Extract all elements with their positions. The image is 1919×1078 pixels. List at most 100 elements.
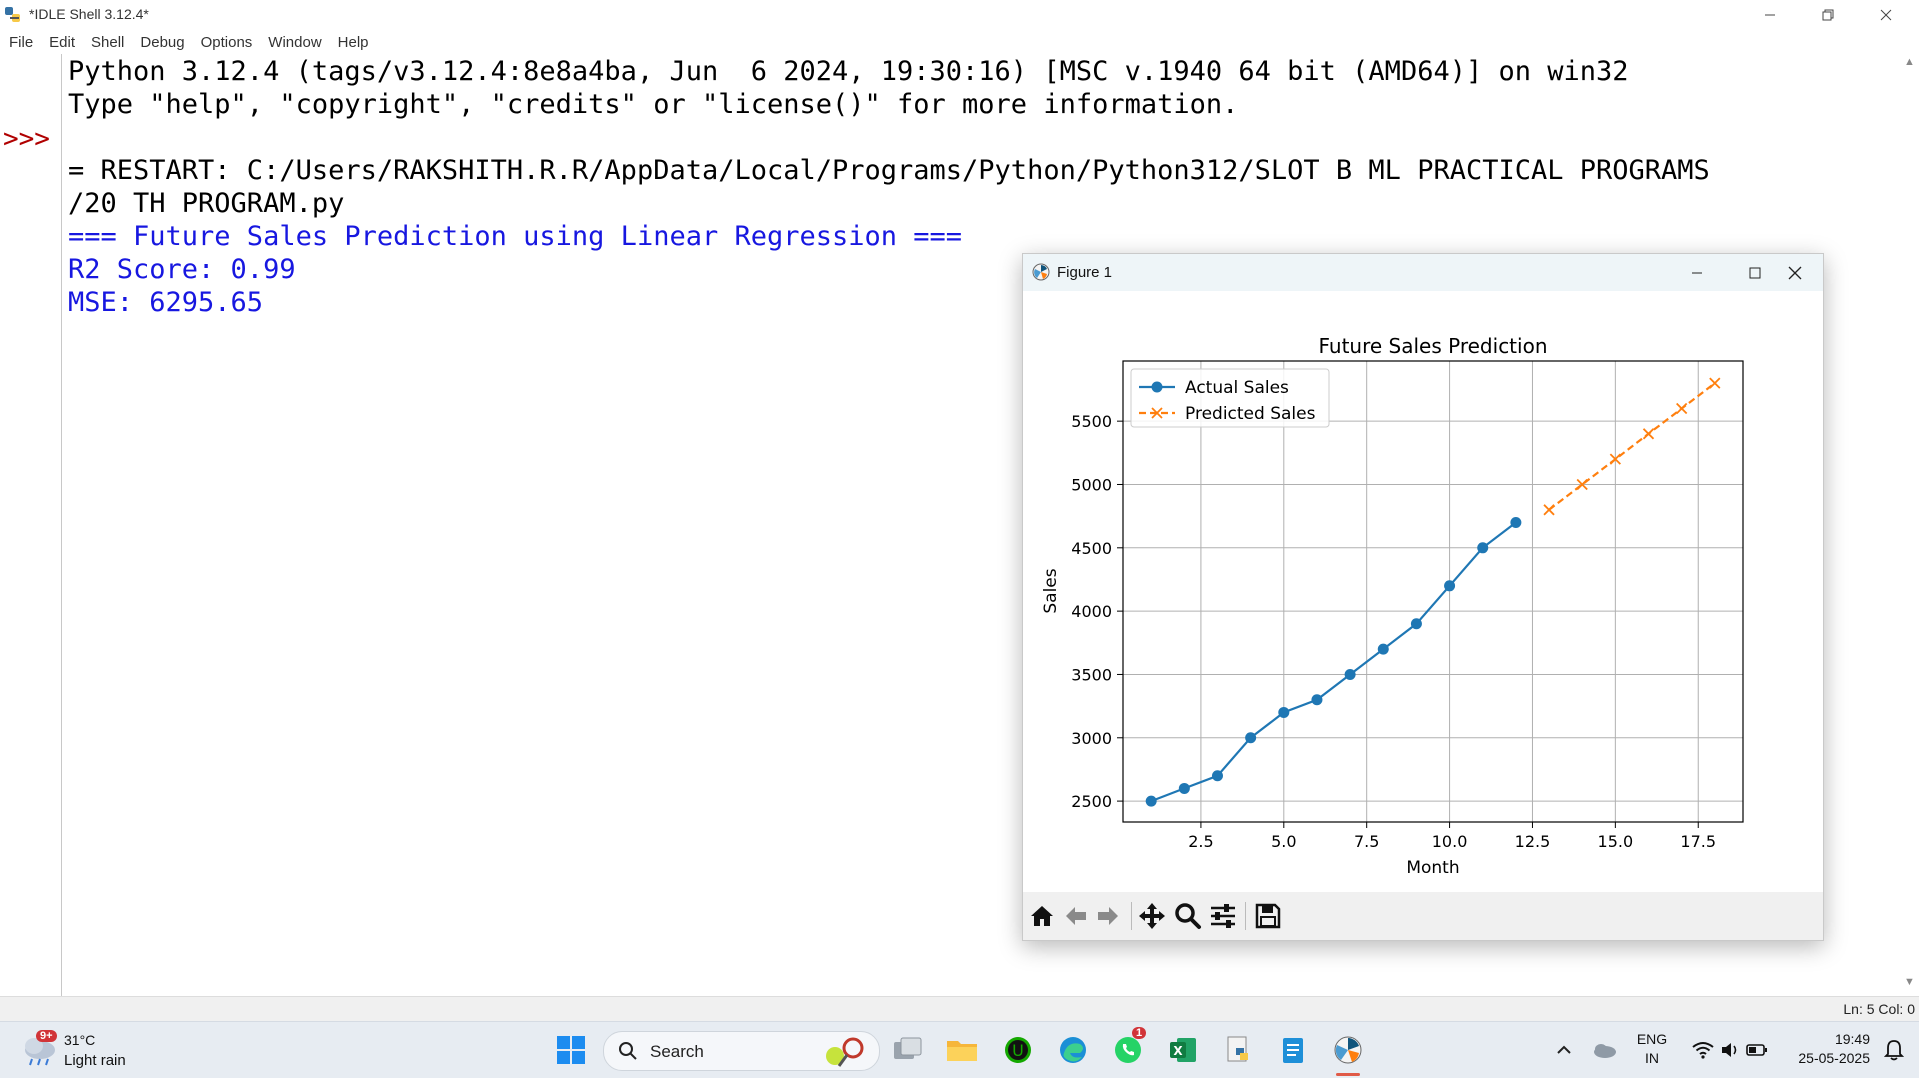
- menu-edit[interactable]: Edit: [49, 34, 76, 51]
- x-tick-label: 2.5: [1188, 832, 1213, 851]
- legend-actual-marker: [1151, 381, 1163, 393]
- predicted-marker-stroke: [1642, 428, 1655, 440]
- notifications-button[interactable]: [1876, 1032, 1912, 1068]
- python-file-button[interactable]: [1220, 1032, 1256, 1068]
- predicted-sales-point: [1576, 478, 1588, 491]
- save-button[interactable]: [1253, 901, 1283, 931]
- language-indicator[interactable]: ENG IN: [1628, 1030, 1676, 1072]
- figure-window[interactable]: Figure 1 2.5 5.0 7.5 10.0 12.5 15.0 17.5 2500 3…: [1022, 253, 1824, 941]
- actual-sales-point: [1245, 732, 1257, 744]
- predicted-sales-line: [1548, 382, 1716, 511]
- predicted-sales-point: [1642, 428, 1655, 440]
- figure-minimize-button[interactable]: [1669, 254, 1725, 291]
- minimize-button[interactable]: [1742, 0, 1798, 29]
- forward-button[interactable]: [1093, 901, 1123, 931]
- taskbar: 9+ 31°C Light rain Search U 1 X: [0, 1021, 1919, 1078]
- excel-icon: X: [1170, 1038, 1196, 1062]
- whatsapp-button[interactable]: 1: [1110, 1027, 1147, 1068]
- actual-sales-point: [1278, 706, 1290, 718]
- active-app-indicator: [1336, 1073, 1360, 1076]
- figure-title: Figure 1: [1057, 264, 1113, 281]
- scroll-up-icon[interactable]: ▲: [1904, 56, 1915, 68]
- start-button[interactable]: [553, 1032, 589, 1068]
- svg-text:U: U: [1012, 1041, 1024, 1060]
- zoom-button[interactable]: [1173, 901, 1203, 931]
- x-tick-label: 7.5: [1354, 832, 1379, 851]
- clock[interactable]: 19:49 25-05-2025: [1782, 1030, 1874, 1072]
- menu-options[interactable]: Options: [200, 34, 253, 51]
- menu-bar: File Edit Shell Debug Options Window Hel…: [0, 30, 1919, 53]
- taskbar-search-box[interactable]: Search: [603, 1031, 880, 1071]
- x-axis-label: Month: [1406, 858, 1459, 878]
- legend-predicted-label: Predicted Sales: [1185, 404, 1316, 424]
- upwork-icon: U: [1005, 1037, 1031, 1063]
- x-tick-label: 5.0: [1271, 832, 1296, 851]
- figure-maximize-button[interactable]: [1727, 254, 1783, 291]
- pan-button[interactable]: [1137, 901, 1167, 931]
- shell-line-restart-cont: /20 TH PROGRAM.py: [68, 188, 345, 219]
- sales-chart[interactable]: 2.5 5.0 7.5 10.0 12.5 15.0 17.5 2500 3000 3500 40…: [1023, 291, 1823, 892]
- y-tick-label: 4000: [1071, 602, 1112, 621]
- clock-time: 19:49: [1834, 1031, 1870, 1047]
- figure-close-button[interactable]: [1767, 254, 1823, 291]
- actual-sales-point: [1510, 516, 1522, 528]
- actual-sales-point: [1477, 542, 1489, 554]
- close-icon: [1880, 9, 1892, 20]
- language-code: ENG: [1636, 1031, 1668, 1047]
- shell-line-r2: R2 Score: 0.99: [68, 254, 296, 285]
- y-tick-label: 3500: [1071, 665, 1112, 684]
- whatsapp-badge: 1: [1132, 1027, 1147, 1039]
- y-ticks: 2500 3000 3500 4000 4500 5000 5500: [1071, 412, 1123, 811]
- menu-window[interactable]: Window: [268, 34, 322, 51]
- minimize-icon: [1692, 272, 1702, 273]
- legend: Actual Sales Predicted Sales: [1130, 368, 1330, 428]
- grid-lines: [1123, 361, 1743, 822]
- back-button[interactable]: [1061, 901, 1091, 931]
- onedrive-button[interactable]: [1586, 1032, 1622, 1068]
- y-tick-label: 2500: [1071, 792, 1112, 811]
- scroll-down-icon[interactable]: ▼: [1904, 976, 1915, 988]
- menu-help[interactable]: Help: [337, 34, 369, 51]
- prompt-gutter: [0, 54, 62, 996]
- actual-sales-point: [1311, 694, 1323, 706]
- y-tick-label: 5000: [1071, 475, 1112, 494]
- figure-title-bar: Figure 1: [1023, 254, 1823, 291]
- weather-description: Light rain: [64, 1052, 126, 1069]
- close-icon: [1788, 266, 1802, 279]
- tray-overflow-button[interactable]: [1546, 1032, 1582, 1068]
- matplotlib-figure-taskbar-button[interactable]: [1330, 1032, 1366, 1068]
- vertical-scrollbar[interactable]: ▲ ▼: [1899, 54, 1919, 996]
- menu-shell[interactable]: Shell: [91, 34, 125, 51]
- notepad-button[interactable]: [1275, 1032, 1311, 1068]
- window-title: *IDLE Shell 3.12.4*: [29, 6, 149, 22]
- menu-debug[interactable]: Debug: [140, 34, 185, 51]
- weather-widget[interactable]: 9+ 31°C Light rain: [0, 1022, 160, 1078]
- file-explorer-button[interactable]: [944, 1032, 980, 1068]
- restore-button[interactable]: [1800, 0, 1856, 29]
- configure-subplots-button[interactable]: [1208, 901, 1238, 931]
- plot-frame: [1122, 360, 1744, 823]
- excel-button[interactable]: X: [1165, 1032, 1201, 1068]
- shell-prompt: >>>: [3, 124, 50, 154]
- restore-icon: [1822, 9, 1834, 20]
- search-highlight-tennis-icon: [826, 1037, 864, 1067]
- legend-predicted-marker: [1151, 407, 1163, 419]
- edge-browser-button[interactable]: [1055, 1032, 1091, 1068]
- y-tick-label: 3000: [1071, 729, 1112, 748]
- quick-settings-button[interactable]: [1680, 1032, 1780, 1068]
- menu-file[interactable]: File: [9, 34, 34, 51]
- zoom-magnifier-icon: [1175, 903, 1201, 929]
- upwork-app-button[interactable]: U: [1000, 1032, 1036, 1068]
- close-button[interactable]: [1858, 0, 1914, 29]
- home-button[interactable]: [1027, 901, 1057, 931]
- actual-sales-point: [1211, 770, 1223, 782]
- task-view-button[interactable]: [890, 1032, 926, 1068]
- shell-output-area[interactable]: Python 3.12.4 (tags/v3.12.4:8e8a4ba, Jun…: [68, 55, 1898, 995]
- chart-title: Future Sales Prediction: [1319, 334, 1548, 358]
- figure-canvas[interactable]: 2.5 5.0 7.5 10.0 12.5 15.0 17.5 2500 3000 3500 40…: [1023, 291, 1823, 892]
- y-axis-label: Sales: [1041, 568, 1061, 613]
- predicted-marker-stroke: [1543, 504, 1555, 516]
- battery-icon: [1746, 1044, 1767, 1056]
- forward-arrow-icon: [1098, 907, 1118, 925]
- search-icon: [619, 1042, 637, 1060]
